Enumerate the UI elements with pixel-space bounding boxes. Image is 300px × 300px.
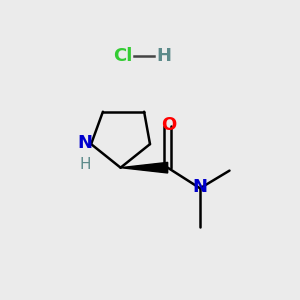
Text: Cl: Cl (113, 47, 132, 65)
Text: O: O (160, 116, 176, 134)
Text: N: N (193, 178, 208, 196)
Text: H: H (80, 157, 91, 172)
Text: N: N (78, 134, 93, 152)
Text: H: H (157, 47, 172, 65)
Polygon shape (121, 162, 168, 173)
